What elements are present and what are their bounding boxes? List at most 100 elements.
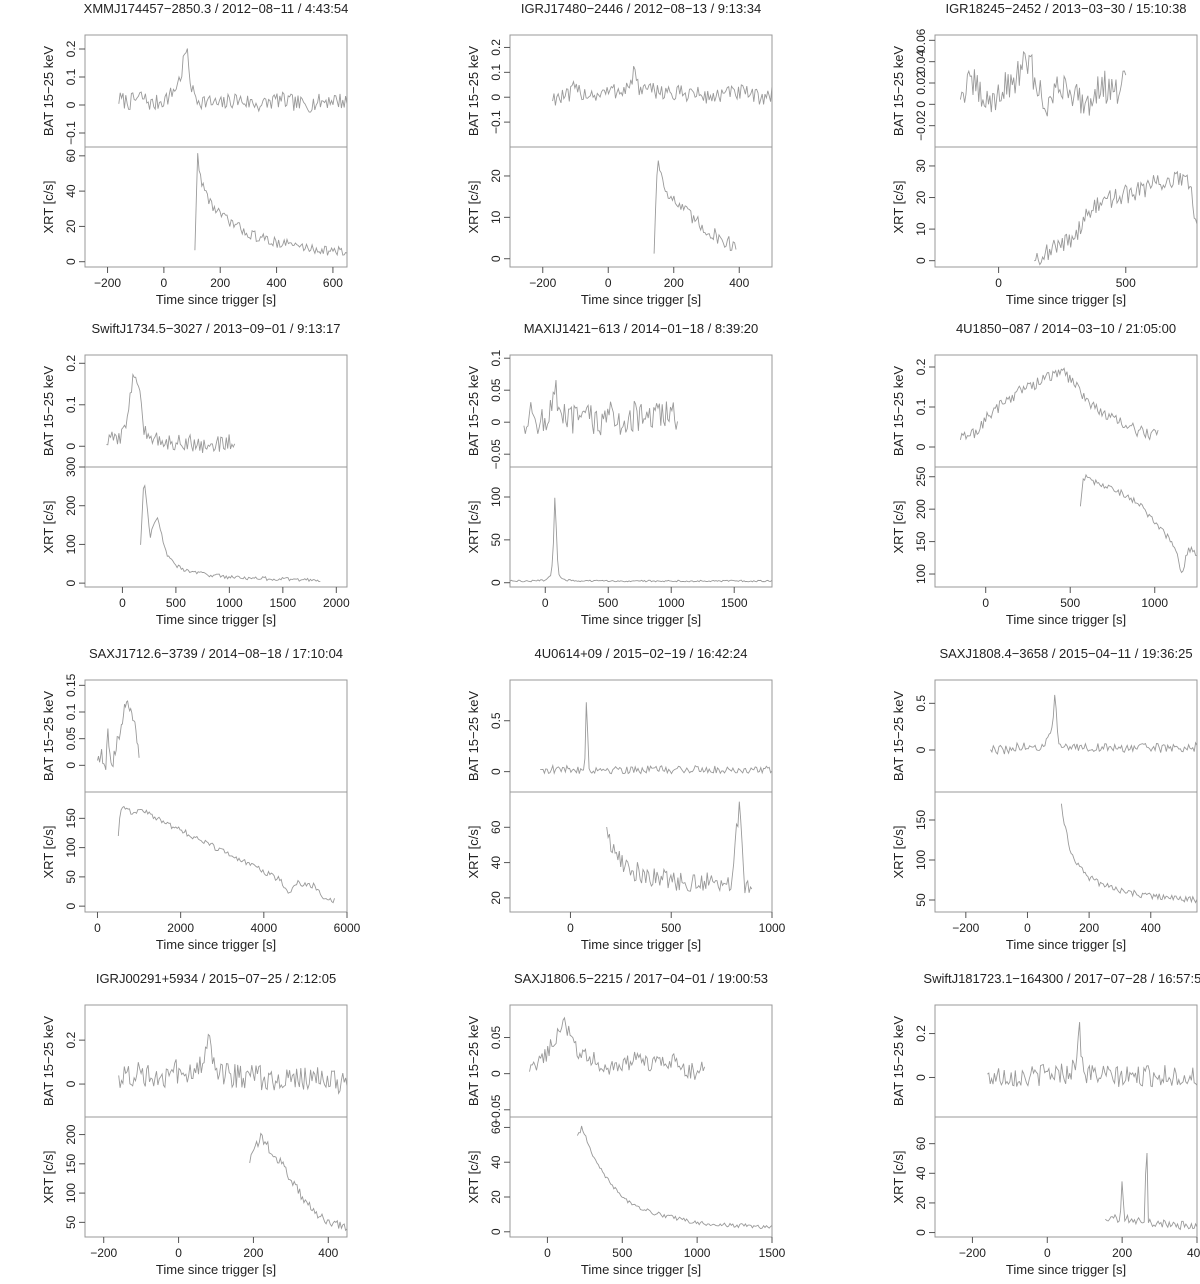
bat-light-curve bbox=[529, 1016, 706, 1080]
bat-ytick-label: 0.05 bbox=[489, 1026, 503, 1050]
xrt-plot-frame bbox=[509, 466, 773, 588]
bat-ytick-label: 0.04 bbox=[914, 50, 928, 74]
bat-ytick-label: 0.2 bbox=[64, 1031, 78, 1048]
chart-title: MAXIJ1421−613 / 2014−01−18 / 8:39:20 bbox=[524, 321, 759, 336]
xlabel: Time since trigger [s] bbox=[156, 292, 276, 307]
xtick-label: 400 bbox=[267, 276, 287, 290]
xrt-plot-frame bbox=[934, 1116, 1198, 1238]
xrt-ylabel: XRT [c/s] bbox=[41, 501, 56, 554]
xrt-ytick-label: 60 bbox=[914, 1137, 928, 1151]
xlabel: Time since trigger [s] bbox=[156, 612, 276, 627]
xrt-ytick-label: 0 bbox=[914, 1229, 928, 1236]
bat-ytick-label: 0.05 bbox=[489, 378, 503, 402]
xrt-light-curve bbox=[249, 1132, 348, 1232]
xrt-ytick-label: 200 bbox=[64, 1124, 78, 1144]
xrt-ytick-label: 20 bbox=[489, 1190, 503, 1204]
xtick-label: 600 bbox=[323, 276, 343, 290]
bat-light-curve bbox=[118, 48, 348, 113]
bat-ytick-label: 0.1 bbox=[489, 64, 503, 81]
xtick-label: −200 bbox=[529, 276, 556, 290]
xrt-ytick-label: 250 bbox=[914, 466, 928, 486]
xrt-ylabel: XRT [c/s] bbox=[41, 826, 56, 879]
xrt-ytick-label: 20 bbox=[64, 219, 78, 233]
xtick-label: 1000 bbox=[684, 1246, 711, 1260]
bat-light-curve bbox=[97, 700, 140, 771]
xtick-label: 4000 bbox=[250, 921, 277, 935]
xtick-label: 0 bbox=[119, 596, 126, 610]
bat-plot-frame bbox=[934, 34, 1198, 148]
xrt-ytick-label: 0 bbox=[489, 579, 503, 586]
xrt-plot-frame bbox=[509, 146, 773, 268]
xtick-label: −200 bbox=[959, 1246, 986, 1260]
bat-ylabel: BAT 15−25 keV bbox=[891, 691, 906, 782]
xlabel: Time since trigger [s] bbox=[581, 937, 701, 952]
xtick-label: 200 bbox=[243, 1246, 263, 1260]
xtick-label: 2000 bbox=[323, 596, 350, 610]
chart-title: SwiftJ181723.1−164300 / 2017−07−28 / 16:… bbox=[923, 971, 1200, 986]
bat-ytick-label: 0.1 bbox=[64, 68, 78, 85]
xtick-label: 0 bbox=[982, 596, 989, 610]
chart-title: XMMJ174457−2850.3 / 2012−08−11 / 4:43:54 bbox=[84, 1, 349, 16]
bat-ylabel: BAT 15−25 keV bbox=[41, 46, 56, 137]
xrt-ytick-label: 10 bbox=[914, 222, 928, 236]
xrt-light-curve bbox=[576, 1125, 773, 1230]
xrt-plot-frame bbox=[84, 791, 348, 913]
bat-plot-frame bbox=[84, 34, 348, 148]
xtick-label: 200 bbox=[664, 276, 684, 290]
bat-ylabel: BAT 15−25 keV bbox=[41, 366, 56, 457]
xrt-ytick-label: 100 bbox=[64, 534, 78, 554]
xrt-light-curve bbox=[1034, 170, 1198, 266]
xrt-ytick-label: 50 bbox=[489, 533, 503, 547]
xtick-label: 400 bbox=[318, 1246, 338, 1260]
xrt-ytick-label: 150 bbox=[914, 531, 928, 551]
xtick-label: 0 bbox=[544, 1246, 551, 1260]
chart-title: SwiftJ1734.5−3027 / 2013−09−01 / 9:13:17 bbox=[91, 321, 340, 336]
xrt-light-curve bbox=[653, 160, 737, 254]
bat-plot-frame bbox=[509, 679, 773, 793]
xtick-label: 1500 bbox=[269, 596, 296, 610]
chart-panel-10: IGRJ00291+5934 / 2015−07−25 / 2:12:05 0 0.… bbox=[41, 971, 348, 1277]
xrt-ytick-label: 150 bbox=[64, 1153, 78, 1173]
bat-light-curve bbox=[959, 367, 1159, 441]
xrt-ytick-label: 100 bbox=[489, 487, 503, 507]
xrt-plot-frame bbox=[84, 1116, 348, 1238]
xlabel: Time since trigger [s] bbox=[581, 1262, 701, 1277]
xtick-label: 0 bbox=[161, 276, 168, 290]
xtick-label: 1000 bbox=[658, 596, 685, 610]
bat-plot-frame bbox=[84, 354, 348, 468]
xtick-label: 0 bbox=[94, 921, 101, 935]
xrt-light-curve bbox=[194, 153, 348, 257]
xlabel: Time since trigger [s] bbox=[581, 612, 701, 627]
xtick-label: 400 bbox=[1187, 1246, 1200, 1260]
bat-ylabel: BAT 15−25 keV bbox=[891, 46, 906, 137]
xtick-label: −200 bbox=[952, 921, 979, 935]
chart-panel-12: SwiftJ181723.1−164300 / 2017−07−28 / 16:… bbox=[891, 971, 1200, 1277]
xrt-ytick-label: 60 bbox=[489, 1120, 503, 1134]
xtick-label: −200 bbox=[90, 1246, 117, 1260]
xrt-ytick-label: 100 bbox=[64, 1183, 78, 1203]
xrt-ytick-label: 150 bbox=[64, 808, 78, 828]
xtick-label: 2000 bbox=[167, 921, 194, 935]
chart-panel-9: SAXJ1808.4−3658 / 2015−04−11 / 19:36:25 0… bbox=[891, 646, 1198, 952]
bat-light-curve bbox=[106, 372, 236, 454]
bat-ytick-label: −0.05 bbox=[489, 1094, 503, 1125]
xrt-ytick-label: 100 bbox=[914, 850, 928, 870]
chart-title: IGRJ17480−2446 / 2012−08−13 / 9:13:34 bbox=[521, 1, 761, 16]
xtick-label: 200 bbox=[1112, 1246, 1132, 1260]
bat-ytick-label: 0.02 bbox=[914, 71, 928, 95]
xrt-ytick-label: 20 bbox=[489, 891, 503, 905]
chart-title: SAXJ1712.6−3739 / 2014−08−18 / 17:10:04 bbox=[89, 646, 343, 661]
bat-ytick-label: 0 bbox=[64, 1080, 78, 1087]
bat-ytick-label: 0.2 bbox=[64, 355, 78, 372]
xrt-ytick-label: 0 bbox=[64, 579, 78, 586]
xtick-label: 1000 bbox=[1141, 596, 1168, 610]
bat-ytick-label: 0.05 bbox=[64, 727, 78, 751]
xtick-label: 0 bbox=[1024, 921, 1031, 935]
xtick-label: 1500 bbox=[721, 596, 748, 610]
bat-ytick-label: 0 bbox=[489, 94, 503, 101]
xrt-ytick-label: 50 bbox=[64, 1215, 78, 1229]
chart-panel-3: IGR18245−2452 / 2013−03−30 / 15:10:38 −0.… bbox=[891, 1, 1198, 307]
xrt-ylabel: XRT [c/s] bbox=[41, 1151, 56, 1204]
xrt-ytick-label: 10 bbox=[489, 210, 503, 224]
bat-ytick-label: 0.06 bbox=[914, 28, 928, 52]
